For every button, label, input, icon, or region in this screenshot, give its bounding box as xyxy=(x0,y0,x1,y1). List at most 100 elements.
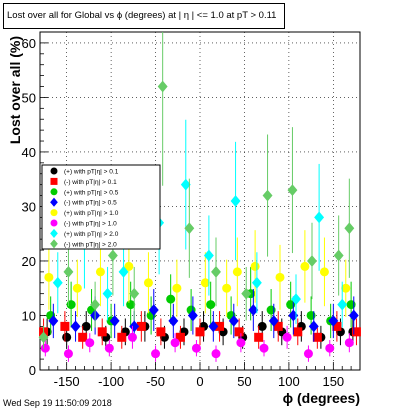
data-point xyxy=(40,343,50,353)
data-point xyxy=(215,321,225,331)
data-point xyxy=(90,298,101,311)
data-point xyxy=(250,261,260,271)
legend-marker xyxy=(50,239,58,249)
data-point xyxy=(262,189,273,202)
data-point xyxy=(230,195,241,207)
data-point xyxy=(95,267,105,277)
y-tick-label: 40 xyxy=(22,145,36,160)
data-point xyxy=(97,327,107,337)
chart-title: Lost over all for Global vs ϕ (degrees) … xyxy=(3,3,285,29)
data-point xyxy=(251,276,262,289)
data-point xyxy=(175,332,185,342)
data-point xyxy=(72,283,82,293)
x-tick-label: -100 xyxy=(98,374,124,389)
data-point xyxy=(307,255,317,267)
data-point xyxy=(206,300,216,310)
data-point xyxy=(195,327,205,337)
y-axis-label: Lost over all (%) xyxy=(7,36,23,144)
data-point xyxy=(129,287,140,300)
data-point xyxy=(48,315,59,327)
legend-marker xyxy=(50,188,58,196)
legend-label: (+) with pT|η| > 0.5 xyxy=(64,189,119,196)
data-point xyxy=(312,332,322,342)
data-point xyxy=(63,349,73,359)
data-point xyxy=(232,267,242,277)
data-point xyxy=(291,293,301,305)
data-point xyxy=(254,332,264,342)
data-point xyxy=(337,298,348,311)
data-point xyxy=(293,327,303,337)
data-point xyxy=(70,320,81,333)
data-point xyxy=(273,321,283,331)
x-tick-label: 50 xyxy=(237,374,251,389)
data-point xyxy=(259,343,269,353)
legend-box xyxy=(41,164,161,250)
data-point xyxy=(275,272,285,282)
data-point xyxy=(248,304,259,316)
data-point xyxy=(200,278,210,288)
legend-label: (-) with pT|η| > 0.5 xyxy=(64,200,117,207)
data-point xyxy=(208,320,219,333)
data-point xyxy=(63,266,74,278)
y-tick-label: 10 xyxy=(22,308,36,323)
data-point xyxy=(257,321,267,331)
x-tick-label: 150 xyxy=(322,374,344,389)
data-point xyxy=(184,222,195,235)
legend-marker xyxy=(50,167,58,175)
data-point xyxy=(187,309,198,322)
data-point xyxy=(236,338,246,348)
timestamp: Wed Sep 19 11:50:09 2018 xyxy=(3,398,112,408)
data-point xyxy=(170,338,180,348)
data-point xyxy=(62,332,72,342)
x-axis-label: ϕ (degrees) xyxy=(283,390,360,406)
legend-label: (+) with pT|η| > 0.1 xyxy=(64,169,119,176)
data-point xyxy=(222,283,232,293)
legend-marker xyxy=(50,177,58,185)
data-point xyxy=(117,332,127,342)
legend-marker xyxy=(50,209,58,217)
legend-label: (-) with pT|η| > 2.0 xyxy=(64,241,117,248)
data-point xyxy=(107,249,118,262)
legend-marker xyxy=(50,228,58,238)
data-point xyxy=(102,287,113,300)
data-point xyxy=(104,343,114,353)
data-point xyxy=(60,321,70,331)
data-point xyxy=(157,80,168,93)
data-point xyxy=(303,349,313,359)
y-tick-label: 50 xyxy=(22,90,36,105)
data-point xyxy=(180,178,191,191)
data-point xyxy=(333,249,344,262)
data-point xyxy=(124,261,134,271)
data-point xyxy=(143,278,153,288)
data-point xyxy=(129,320,140,333)
x-tick-label: 100 xyxy=(278,374,300,389)
data-point xyxy=(148,304,159,316)
data-point xyxy=(44,272,54,282)
data-point xyxy=(168,315,179,327)
legend-label: (+) with pT|η| > 2.0 xyxy=(64,231,119,238)
legend-marker xyxy=(50,219,58,227)
data-point xyxy=(234,327,244,337)
data-point xyxy=(287,184,298,196)
data-point xyxy=(211,266,221,278)
data-point xyxy=(351,327,361,337)
data-point xyxy=(328,315,339,327)
data-point xyxy=(156,327,166,337)
legend-marker xyxy=(50,197,58,207)
data-point xyxy=(151,349,161,359)
data-point xyxy=(268,315,279,327)
data-point xyxy=(228,315,239,327)
data-point xyxy=(211,349,221,359)
data-point xyxy=(319,267,329,277)
data-point xyxy=(300,261,310,271)
data-point xyxy=(127,332,137,342)
data-point xyxy=(282,332,292,342)
data-point xyxy=(325,343,335,353)
data-point xyxy=(241,287,252,300)
data-point xyxy=(52,276,63,289)
data-point xyxy=(38,331,49,344)
data-point xyxy=(344,338,354,348)
data-point xyxy=(118,266,129,278)
data-point xyxy=(81,321,91,331)
